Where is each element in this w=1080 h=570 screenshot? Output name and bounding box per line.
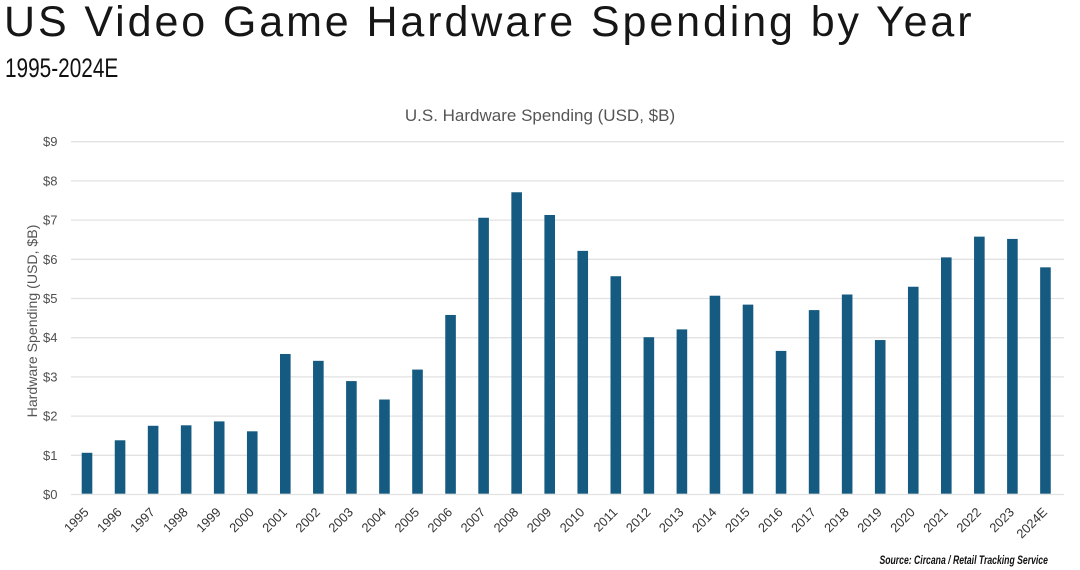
svg-text:$8: $8: [43, 173, 57, 188]
svg-text:2004: 2004: [358, 505, 389, 536]
svg-text:$3: $3: [43, 369, 57, 384]
svg-text:2003: 2003: [325, 505, 356, 536]
svg-text:2019: 2019: [854, 505, 885, 536]
svg-text:$0: $0: [43, 487, 57, 502]
svg-text:2010: 2010: [557, 505, 588, 536]
svg-text:2009: 2009: [524, 505, 555, 536]
svg-text:1998: 1998: [160, 505, 191, 536]
svg-text:2007: 2007: [457, 505, 488, 536]
svg-text:$9: $9: [43, 134, 57, 149]
svg-text:2022: 2022: [953, 505, 984, 536]
svg-text:2018: 2018: [821, 505, 852, 536]
svg-text:2008: 2008: [491, 505, 522, 536]
svg-text:$4: $4: [43, 330, 57, 345]
svg-text:2006: 2006: [424, 505, 455, 536]
svg-text:2024E: 2024E: [1013, 505, 1050, 542]
svg-text:1997: 1997: [127, 505, 158, 536]
svg-text:$1: $1: [43, 448, 57, 463]
svg-text:2002: 2002: [292, 505, 323, 536]
svg-text:2021: 2021: [920, 505, 951, 536]
svg-text:2017: 2017: [788, 505, 819, 536]
svg-text:2000: 2000: [226, 505, 257, 536]
svg-text:2020: 2020: [887, 505, 918, 536]
svg-text:2005: 2005: [391, 505, 422, 536]
svg-text:2013: 2013: [656, 505, 687, 536]
svg-text:2014: 2014: [689, 505, 720, 536]
svg-text:$2: $2: [43, 409, 57, 424]
svg-text:2001: 2001: [259, 505, 290, 536]
svg-text:2012: 2012: [623, 505, 654, 536]
svg-text:1996: 1996: [94, 505, 125, 536]
svg-text:$6: $6: [43, 252, 57, 267]
svg-text:$7: $7: [43, 213, 57, 228]
svg-text:2011: 2011: [590, 505, 620, 535]
svg-text:1995: 1995: [61, 505, 92, 536]
svg-text:2016: 2016: [755, 505, 786, 536]
svg-text:$5: $5: [43, 291, 57, 306]
svg-text:1999: 1999: [193, 505, 224, 536]
svg-text:2015: 2015: [722, 505, 753, 536]
